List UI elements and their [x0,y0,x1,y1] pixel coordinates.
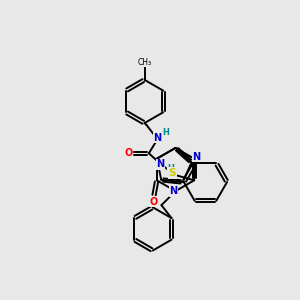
Text: H: H [167,164,174,173]
Text: N: N [156,159,164,169]
Text: N: N [153,133,161,143]
Text: S: S [169,168,176,178]
Text: N: N [192,152,200,162]
Text: CH₃: CH₃ [137,58,152,67]
Text: O: O [124,148,133,158]
Text: O: O [150,197,158,207]
Text: N: N [169,186,178,196]
Text: H: H [162,128,169,137]
